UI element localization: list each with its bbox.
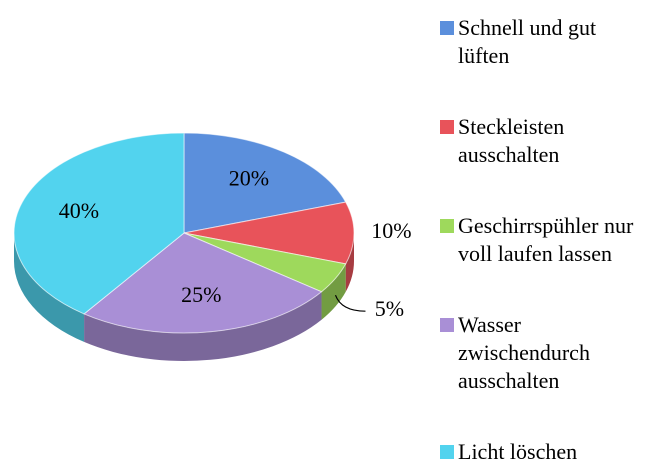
legend-label: Wasser zwischendurch ausschalten bbox=[458, 312, 590, 393]
legend-entry: Schnell und gut lüften bbox=[440, 14, 645, 70]
legend-swatch bbox=[440, 318, 454, 332]
data-label: 20% bbox=[229, 165, 269, 190]
legend-entry: Wasser zwischendurch ausschalten bbox=[440, 311, 645, 395]
legend-swatch bbox=[440, 120, 454, 134]
legend-entry: Licht löschen bbox=[440, 438, 645, 466]
legend-label: Steckleisten ausschalten bbox=[458, 114, 565, 167]
slice bbox=[183, 132, 347, 234]
legend-swatch bbox=[440, 21, 454, 35]
legend-label: Licht löschen bbox=[458, 439, 578, 464]
legend-label: Schnell und gut lüften bbox=[458, 15, 597, 68]
slice-side bbox=[14, 233, 85, 342]
slice bbox=[83, 232, 323, 334]
legend-entry: Geschirrspühler nur voll laufen lassen bbox=[440, 212, 645, 268]
legend: Schnell und gut lüften Steckleisten aussc… bbox=[440, 14, 645, 466]
legend-entry: Steckleisten ausschalten bbox=[440, 113, 645, 169]
slice bbox=[13, 132, 185, 315]
legend-label: Geschirrspühler nur voll laufen lassen bbox=[458, 213, 634, 266]
legend-swatch bbox=[440, 445, 454, 459]
data-label: 25% bbox=[181, 282, 221, 307]
data-label: 10% bbox=[371, 218, 411, 243]
slice bbox=[183, 201, 355, 265]
slice-side bbox=[84, 291, 322, 361]
legend-swatch bbox=[440, 219, 454, 233]
data-label: 5% bbox=[375, 296, 404, 321]
leader-line bbox=[334, 294, 366, 312]
slice-side bbox=[321, 263, 346, 320]
slice-side bbox=[345, 233, 354, 292]
data-label: 40% bbox=[59, 198, 99, 223]
